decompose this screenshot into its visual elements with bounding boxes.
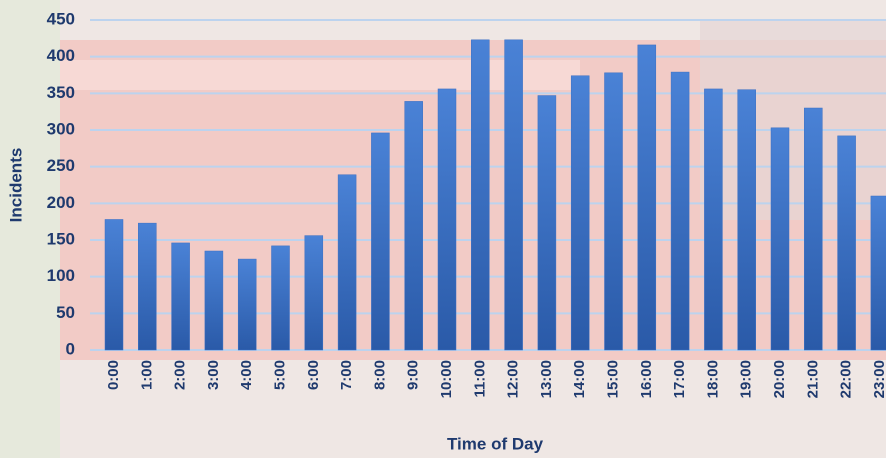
plot: 0 50 100 150 200 250 300 350 400 450 0:00 1:00 2:00 3…: [47, 9, 886, 398]
trees-photo: [0, 0, 60, 458]
y-tick-label: 300: [47, 119, 75, 138]
x-tick-label: 14:00: [571, 360, 588, 398]
x-tick-label: 6:00: [305, 360, 322, 390]
x-tick-label: 20:00: [771, 360, 788, 398]
x-tick-label: 5:00: [271, 360, 288, 390]
x-tick-label: 2:00: [172, 360, 189, 390]
bar: [404, 101, 423, 351]
x-tick-label: 19:00: [738, 360, 755, 398]
bar: [104, 219, 124, 351]
bar: [770, 127, 790, 351]
x-tick-label: 15:00: [604, 360, 621, 398]
bar: [870, 195, 886, 351]
x-tick-label: 10:00: [438, 360, 455, 398]
x-tick-label: 13:00: [538, 360, 555, 398]
y-tick-label: 200: [47, 193, 75, 212]
x-tick-label: 1:00: [138, 360, 155, 390]
x-axis-title: Time of Day: [447, 434, 544, 453]
bar: [570, 75, 590, 351]
bar: [471, 39, 490, 351]
x-tick-label: 7:00: [338, 360, 355, 390]
y-tick-label: 450: [47, 9, 75, 28]
x-tick-label: 18:00: [704, 360, 721, 398]
bar: [604, 72, 623, 351]
bar: [637, 44, 657, 351]
bar: [537, 95, 557, 351]
x-tick-label: 12:00: [505, 360, 522, 398]
x-tick-label: 22:00: [838, 360, 855, 398]
bar: [704, 88, 723, 351]
bar: [437, 88, 457, 351]
x-tick-label: 4:00: [238, 360, 255, 390]
bar: [237, 258, 257, 351]
x-tick-label: 11:00: [471, 360, 488, 398]
bar: [337, 174, 357, 351]
x-tick-label: 0:00: [105, 360, 122, 390]
x-tick-label: 17:00: [671, 360, 688, 398]
y-tick-label: 150: [47, 229, 75, 248]
x-tick-label: 8:00: [371, 360, 388, 390]
bar: [670, 71, 690, 351]
bar: [837, 135, 856, 351]
bar: [171, 242, 190, 351]
y-tick-label: 50: [56, 303, 75, 322]
x-tick-label: 16:00: [638, 360, 655, 398]
x-tick-label: 9:00: [405, 360, 422, 390]
x-tick-label: 3:00: [205, 360, 222, 390]
bar: [737, 89, 756, 351]
x-tick-label: 23:00: [871, 360, 886, 398]
y-tick-label: 350: [47, 83, 75, 102]
y-tick-label: 250: [47, 156, 75, 175]
bar: [271, 245, 290, 351]
bar: [304, 235, 324, 351]
bar: [138, 222, 157, 351]
truck-photo: [700, 20, 886, 220]
y-tick-label: 0: [66, 339, 75, 358]
bar: [804, 107, 823, 351]
y-tick-label: 400: [47, 46, 75, 65]
bar: [371, 132, 390, 351]
x-tick-label: 21:00: [804, 360, 821, 398]
bar: [504, 39, 523, 351]
bar: [204, 250, 224, 351]
y-tick-label: 100: [47, 266, 75, 285]
truck-photo: [60, 60, 580, 90]
y-axis-title: Incidents: [6, 148, 25, 223]
